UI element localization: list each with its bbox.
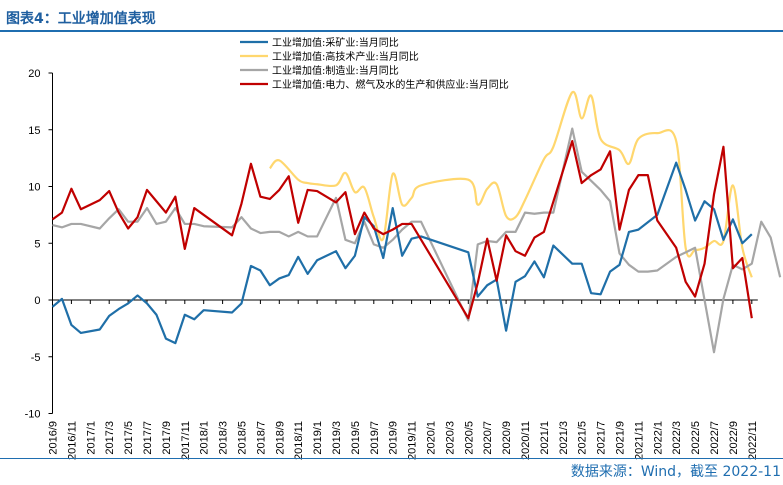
y-tick-label: -10 bbox=[25, 409, 41, 421]
x-tick-label: 2021/9 bbox=[615, 421, 627, 455]
x-tick-label: 2018/5 bbox=[237, 421, 249, 455]
x-tick-label: 2021/5 bbox=[577, 421, 589, 455]
x-tick-label: 2016/11 bbox=[66, 421, 78, 460]
x-tick-label: 2017/5 bbox=[123, 421, 135, 455]
y-tick-label: -5 bbox=[31, 352, 41, 364]
x-tick-label: 2017/9 bbox=[161, 421, 173, 455]
x-tick-label: 2022/9 bbox=[728, 421, 740, 455]
y-tick-label: 5 bbox=[34, 238, 40, 250]
axes: -10 -5 0 5 10 15 20 2016/9 2016/11 2017/1 2017/3 20… bbox=[25, 68, 759, 460]
x-tick-label: 2020/3 bbox=[444, 421, 456, 455]
title-divider bbox=[0, 30, 783, 32]
legend-label-manufacturing: 工业增加值:制造业:当月同比 bbox=[272, 64, 399, 77]
x-tick-label: 2020/9 bbox=[501, 421, 513, 455]
x-tick-label: 2021/11 bbox=[633, 421, 645, 460]
x-tick-label: 2019/3 bbox=[331, 421, 343, 455]
x-tick-label: 2022/7 bbox=[709, 421, 721, 455]
x-tick-label: 2022/11 bbox=[747, 421, 759, 460]
x-tick-label: 2019/1 bbox=[312, 421, 324, 455]
x-tick-label: 2017/7 bbox=[142, 421, 154, 455]
x-tick-label: 2021/7 bbox=[596, 421, 608, 455]
x-tick-label: 2022/1 bbox=[652, 421, 664, 455]
x-tick-label: 2019/5 bbox=[350, 421, 362, 455]
x-tick-label: 2018/11 bbox=[293, 421, 305, 460]
legend-label-hightech: 工业增加值:高技术产业:当月同比 bbox=[272, 50, 419, 63]
x-tick-label: 2017/1 bbox=[85, 421, 97, 455]
series-line-mining bbox=[51, 161, 753, 345]
chart-title: 图表4：工业增加值表现 bbox=[6, 11, 156, 27]
y-tick-label: 0 bbox=[34, 295, 40, 307]
x-tick-label: 2020/5 bbox=[463, 421, 475, 455]
y-tick-label: 15 bbox=[28, 125, 40, 137]
series-lines bbox=[51, 90, 782, 354]
x-tick-label: 2018/1 bbox=[199, 421, 211, 455]
y-tick-label: 20 bbox=[28, 68, 40, 80]
x-tick-label: 2020/7 bbox=[482, 421, 494, 455]
x-tick-label: 2020/1 bbox=[426, 421, 438, 455]
x-tick-label: 2018/7 bbox=[255, 421, 267, 455]
series-line-utilities bbox=[51, 140, 753, 320]
x-tick-label: 2019/7 bbox=[369, 421, 381, 455]
y-tick-label: 10 bbox=[28, 182, 40, 194]
x-tick-label: 2021/1 bbox=[539, 421, 551, 455]
x-tick-label: 2016/9 bbox=[48, 421, 60, 455]
x-tick-label: 2021/3 bbox=[558, 421, 570, 455]
data-source: 数据来源：Wind，截至 2022-11 bbox=[570, 464, 781, 480]
x-tick-label: 2017/3 bbox=[104, 421, 116, 455]
x-tick-label: 2019/11 bbox=[407, 421, 419, 460]
series-line-hightech bbox=[269, 90, 753, 278]
legend: 工业增加值:采矿业:当月同比工业增加值:高技术产业:当月同比工业增加值:制造业:… bbox=[240, 36, 509, 91]
legend-label-utilities: 工业增加值:电力、燃气及水的生产和供应业:当月同比 bbox=[272, 78, 509, 91]
x-tick-label: 2019/9 bbox=[388, 421, 400, 455]
footer-divider bbox=[0, 458, 783, 459]
x-tick-label: 2022/3 bbox=[671, 421, 683, 455]
legend-label-mining: 工业增加值:采矿业:当月同比 bbox=[272, 36, 399, 49]
x-tick-label: 2022/5 bbox=[690, 421, 702, 455]
x-tick-label: 2018/3 bbox=[218, 421, 230, 455]
x-tick-label: 2017/11 bbox=[180, 421, 192, 460]
x-tick-label: 2020/11 bbox=[520, 421, 532, 460]
x-tick-label: 2018/9 bbox=[274, 421, 286, 455]
